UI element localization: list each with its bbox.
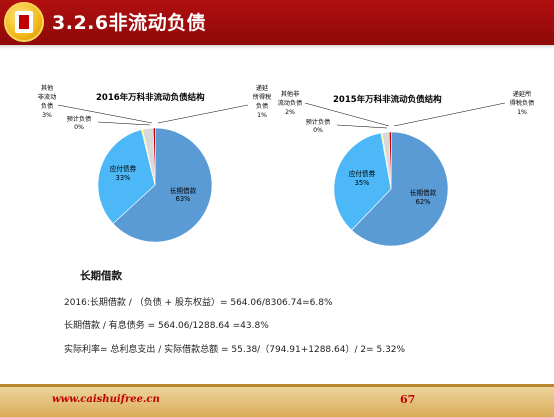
chart-2016-slice-bonds-payable [97,129,156,225]
chart-2015-label-bonds-value: 35% [355,179,370,187]
chart-2015-leader-other [304,102,390,127]
chart-2015-label-other-value: 2% [285,109,295,116]
chart-2015-label-estimated-value: 0% [313,127,323,134]
chart-2015: 2015年万科非流动负债结构 长期借款 62% 应付债券 35% 预计负债 0%… [278,90,535,247]
chart-2016-label-deferred-l3: 负债 [256,102,268,110]
pie-charts: 2016年万科非流动负债结构 长期借款 63% 应付债券 33% 预计负债 0%… [38,84,535,247]
chart-2016-label-other-l1: 其他 [41,84,53,92]
chart-2016-label-bonds-value: 33% [116,174,131,182]
page-number: 67 [400,393,416,406]
chart-2015-leader-estimated [336,124,388,129]
chart-2016-leader-other [57,104,153,124]
chart-2015-label-estimated-name: 预计负债 [306,118,331,126]
footer-strip [0,384,554,387]
header-shadow [0,45,554,49]
chart-2015-label-deferred-l2: 得税负债 [510,99,535,107]
chart-2015-label-bonds-name: 应付债券 [349,169,376,178]
footer-url-link[interactable]: www.caishuifree.cn [52,394,160,405]
page-title: 3.2.6非流动负债 [52,12,207,34]
chart-2016-label-estimated-name: 预计负债 [67,115,92,123]
chart-2015-slice-long-term-loan [351,131,449,247]
chart-2016-slice-long-term-loan [112,127,213,243]
chart-2016: 2016年万科非流动负债结构 长期借款 63% 应付债券 33% 预计负债 0%… [38,84,272,243]
chart-2015-label-long-term-value: 62% [416,198,431,206]
chart-2015-slice-other-noncurrent [381,131,392,190]
logo-mark [19,15,29,29]
chart-2016-label-long-term-name: 长期借款 [170,186,197,195]
formula-line-1: 2016:长期借款 / （负债 + 股东权益）= 564.06/8306.74=… [64,298,333,308]
chart-2015-title: 2015年万科非流动负债结构 [333,94,442,105]
chart-2016-label-deferred-value: 1% [257,112,267,119]
chart-2016-label-long-term-value: 63% [176,195,191,203]
footer-band [0,384,554,417]
chart-2016-slice-other-noncurrent [142,127,156,186]
chart-2016-leader-deferred [157,104,249,124]
chart-2016-label-other-l2: 非流动 [38,93,57,101]
chart-2015-label-other-l2: 流动负债 [278,99,303,107]
chart-2016-label-other-value: 3% [42,112,52,119]
chart-2016-leader-estimated [97,121,151,126]
logo-icon [4,2,44,42]
chart-2016-label-deferred-l1: 递延 [256,84,268,92]
chart-2016-label-deferred-l2: 所得税 [253,93,272,101]
chart-2015-label-long-term-name: 长期借款 [410,188,437,197]
chart-2015-slice-bonds-payable [333,132,392,231]
chart-2015-label-deferred-value: 1% [517,109,527,116]
header-bar [0,0,554,45]
chart-2016-title: 2016年万科非流动负债结构 [96,92,205,103]
formula-line-3: 实际利率= 总利息支出 / 实际借款总额 = 55.38/（794.91+128… [64,345,406,355]
chart-2015-label-deferred-l1: 递延所 [513,90,532,98]
chart-2015-slices [333,131,449,247]
chart-2016-label-estimated-value: 0% [74,124,84,131]
formula-line-2: 长期借款 / 有息债务 = 564.06/1288.64 =43.8% [64,321,269,331]
chart-2015-leader-deferred [393,102,506,127]
chart-2016-slices [97,127,213,243]
section-subheading: 长期借款 [80,270,122,282]
chart-2016-label-other-l3: 负债 [41,102,53,110]
chart-2016-label-bonds-name: 应付债券 [110,164,137,173]
chart-2015-label-other-l1: 其他非 [281,90,300,98]
